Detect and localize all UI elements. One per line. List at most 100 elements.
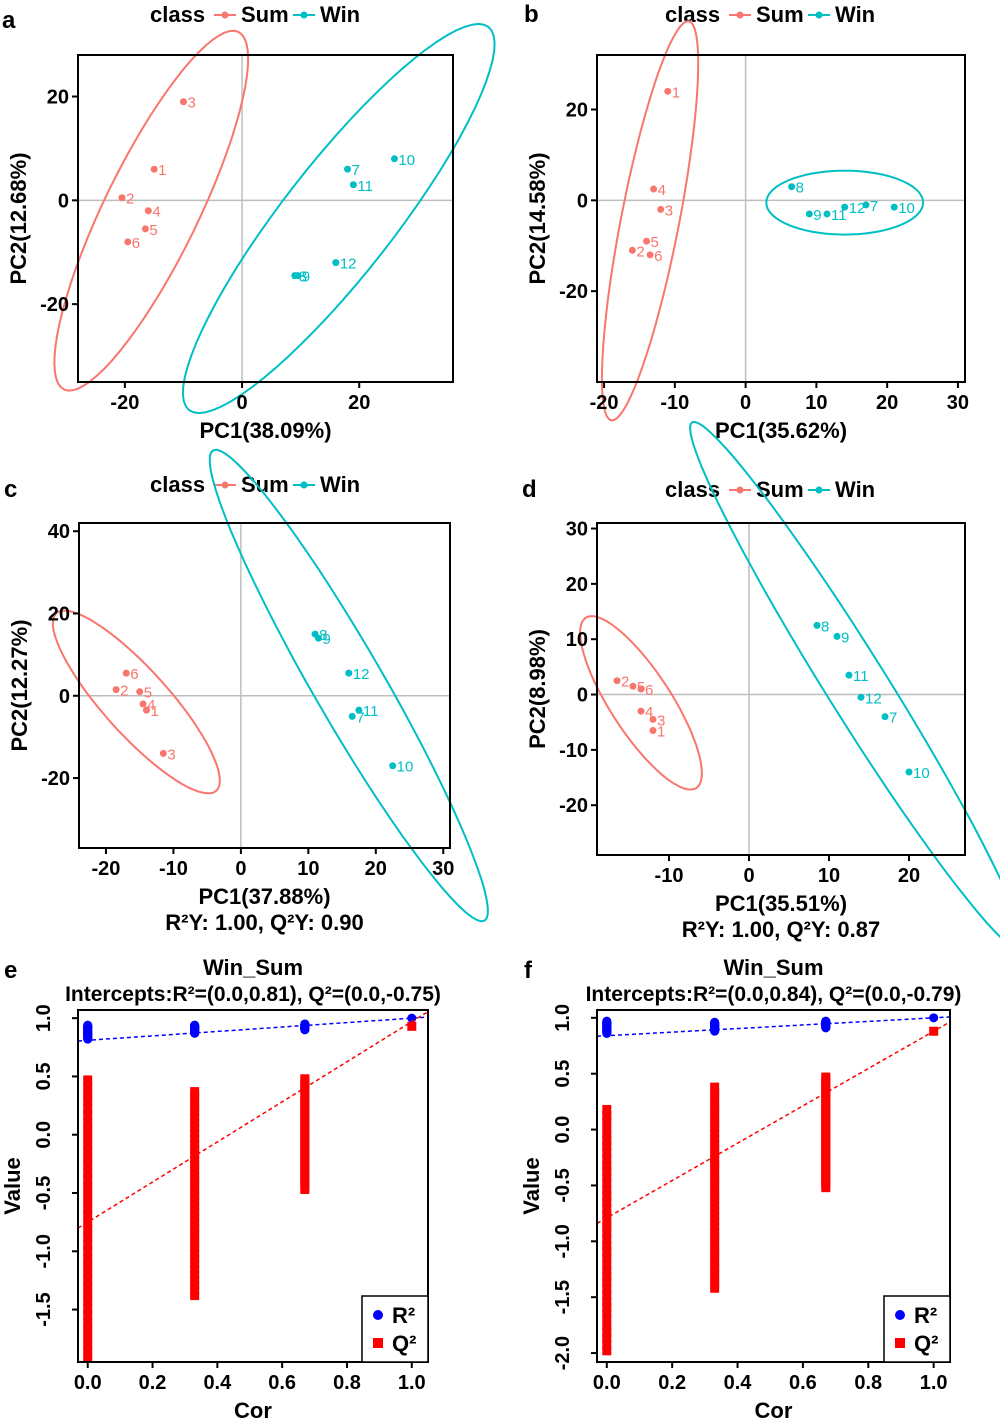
sample-label: 9	[813, 207, 821, 224]
q2-permutation-point	[190, 1223, 200, 1233]
q2-permutation-point	[602, 1278, 612, 1288]
y-tick-label: -20	[559, 795, 588, 817]
q2-permutation-point	[190, 1254, 200, 1264]
q2-permutation-point	[83, 1239, 93, 1249]
x-tick-label: 10	[818, 865, 840, 887]
q2-permutation-point	[190, 1243, 200, 1253]
x-tick-label: 10	[805, 392, 827, 414]
q2-permutation-point	[190, 1113, 200, 1123]
x-tick-label: -20	[590, 392, 619, 414]
q2-permutation-point	[190, 1170, 200, 1180]
x-tick-label: -20	[92, 858, 121, 880]
panel-letter: f	[524, 957, 533, 984]
q2-permutation-point	[710, 1237, 720, 1247]
q2-permutation-point	[83, 1146, 93, 1156]
y-tick-label: 0.0	[552, 1116, 574, 1144]
r2-permutation-point	[602, 1016, 612, 1026]
q2-permutation-point	[300, 1074, 310, 1084]
q2-permutation-point	[190, 1233, 200, 1243]
y-tick-label: 40	[48, 521, 70, 543]
sample-point-sum	[150, 165, 158, 173]
confidence-ellipse-sum	[579, 615, 703, 791]
q2-permutation-point	[602, 1265, 612, 1275]
legend: class Sum Win	[665, 477, 875, 502]
q2-permutation-point	[710, 1123, 720, 1133]
q2-permutation-point	[83, 1275, 93, 1285]
q2-permutation-point	[83, 1311, 93, 1321]
panel-letter: c	[4, 476, 17, 503]
panel-e-axes: 0.0 0.2 0.4 0.6 0.8 1.0 -1.5 -1.0 -0.5 0.0 0.5 1.0	[33, 1004, 429, 1394]
panel-letter: d	[522, 476, 537, 503]
legend: class Sum Win	[665, 2, 875, 27]
y-tick-label: -2.0	[552, 1336, 574, 1370]
sample-point-win	[294, 272, 302, 280]
y-tick-label: 0.5	[552, 1060, 574, 1088]
sample-label: 7	[889, 710, 897, 727]
legend-frame	[361, 1295, 429, 1363]
sample-label: 10	[397, 759, 414, 776]
y-tick-label: 0.0	[33, 1121, 55, 1149]
q2-permutation-point	[602, 1210, 612, 1220]
y-tick-label: -0.5	[33, 1176, 55, 1210]
q2-permutation-point	[602, 1284, 612, 1294]
y-tick-label: 20	[566, 574, 588, 596]
sample-label: 7	[356, 709, 364, 726]
sample-label: 6	[132, 235, 140, 252]
sample-label: 2	[126, 191, 134, 208]
legend-q2-key	[895, 1338, 905, 1348]
sample-point-win	[332, 259, 340, 267]
y-axis-title: PC2(14.58%)	[525, 152, 550, 284]
q2-permutation-point	[83, 1154, 93, 1164]
r2-permutation-point	[710, 1017, 720, 1027]
sample-label: 6	[130, 666, 138, 683]
q2-permutation-point	[83, 1175, 93, 1185]
q2-permutation-point	[190, 1123, 200, 1133]
legend-r2-key	[373, 1310, 383, 1320]
sample-point-sum	[637, 707, 645, 715]
q2-permutation-point	[83, 1211, 93, 1221]
sample-label: 6	[645, 682, 653, 699]
q2-permutation-point	[190, 1291, 200, 1301]
y-tick-label: -20	[559, 281, 588, 303]
q2-permutation-point	[190, 1280, 200, 1290]
q2-permutation-point	[602, 1191, 612, 1201]
confidence-ellipse-sum	[51, 609, 221, 795]
sample-label: 10	[898, 200, 915, 217]
legend-r2-key	[895, 1310, 905, 1320]
x-tick-label: 0.0	[593, 1372, 621, 1394]
q2-permutation-point	[602, 1321, 612, 1331]
q2-permutation-point	[602, 1148, 612, 1158]
x-tick-label: 0	[235, 858, 246, 880]
q2-permutation-point	[710, 1185, 720, 1195]
y-tick-label: -1.0	[33, 1234, 55, 1268]
x-tick-label: 0.8	[854, 1372, 882, 1394]
x-tick-label: 20	[348, 392, 370, 414]
x-axis-title: PC1(38.09%)	[199, 418, 331, 443]
q2-permutation-point	[710, 1165, 720, 1175]
q2-permutation-point	[190, 1202, 200, 1212]
x-tick-label: 0.4	[724, 1372, 753, 1394]
q2-permutation-point	[190, 1139, 200, 1149]
q2-permutation-point	[190, 1217, 200, 1227]
sample-label: 4	[645, 704, 653, 721]
sample-label: 8	[821, 618, 829, 635]
legend-box: R² Q²	[361, 1295, 429, 1363]
sample-point-sum	[144, 207, 152, 215]
legend-label: Sum	[241, 2, 289, 27]
x-tick-label: 20	[876, 392, 898, 414]
x-axis-title: Cor	[755, 1398, 793, 1423]
x-tick-label: 20	[365, 858, 387, 880]
q2-permutation-point	[602, 1216, 612, 1226]
sample-label: 3	[665, 202, 673, 219]
sample-label: 1	[158, 162, 166, 179]
q2-permutation-point	[602, 1123, 612, 1133]
panel-c-axes: -20 -10 0 10 20 30 -20 0 20 40	[41, 521, 454, 880]
panel-b-axes: -20 -10 0 10 20 30 -20 0 20	[559, 54, 969, 414]
sample-point-win	[857, 693, 865, 701]
plot-frame	[596, 522, 966, 856]
legend-key-dot	[736, 11, 744, 19]
q2-permutation-point	[710, 1268, 720, 1278]
q2-permutation-point	[602, 1333, 612, 1343]
sample-point-win	[890, 203, 898, 211]
plot-frame	[77, 54, 454, 383]
